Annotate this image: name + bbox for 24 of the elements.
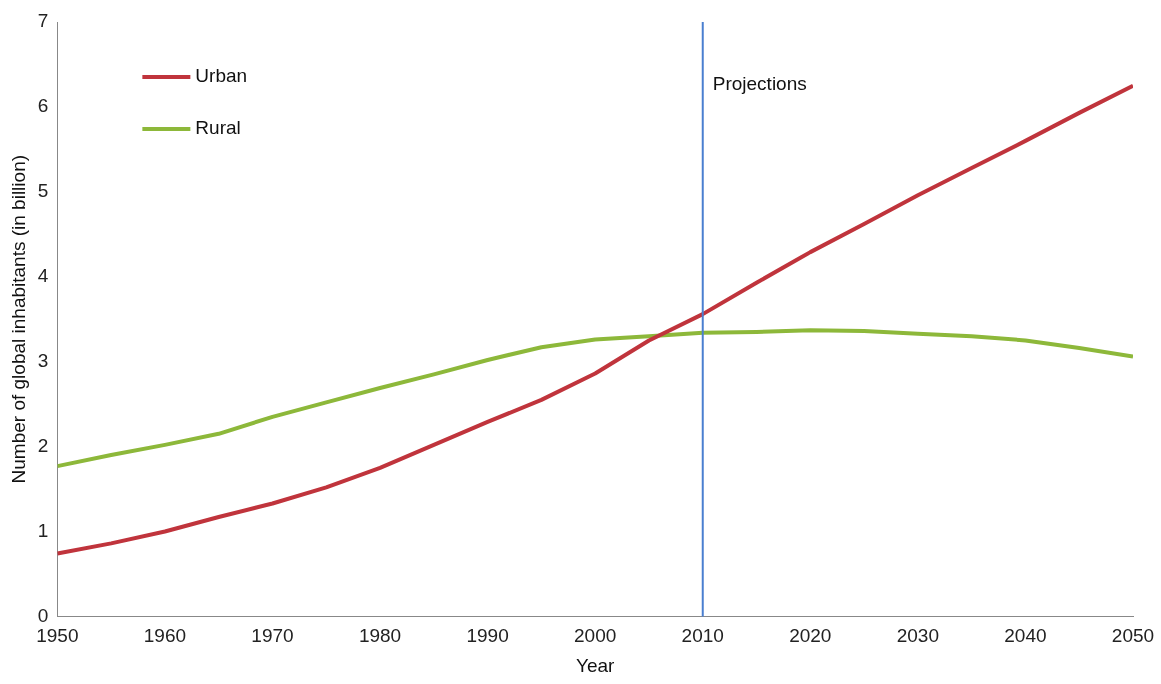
y-tick-label: 5: [37, 180, 49, 202]
y-tick-label: 4: [37, 264, 49, 286]
x-tick-label: 2030: [896, 625, 940, 647]
y-tick-label: 7: [37, 10, 49, 32]
x-tick-label: 1980: [358, 625, 402, 647]
y-tick-label: 2: [37, 434, 49, 456]
legend-label: Urban: [195, 65, 248, 87]
x-tick-label: 2010: [681, 625, 724, 647]
x-tick-label: 1990: [466, 625, 509, 647]
y-tick-label: 3: [37, 349, 49, 371]
x-axis-title: Year: [575, 654, 616, 676]
x-tick-label: 2050: [1111, 625, 1155, 647]
x-tick-label: 1970: [251, 625, 294, 647]
ref-line-label: Projections: [712, 73, 807, 95]
x-tick-label: 2040: [1004, 625, 1047, 647]
x-tick-label: 1950: [36, 625, 79, 647]
y-tick-label: 0: [37, 604, 49, 626]
legend-label: Rural: [195, 117, 241, 139]
y-tick-label: 6: [37, 95, 49, 117]
x-tick-label: 2020: [789, 625, 832, 647]
x-tick-label: 2000: [574, 625, 617, 647]
y-axis-title: Number of global inhabitants (in billion): [7, 154, 29, 484]
y-tick-label: 1: [37, 519, 49, 541]
x-tick-label: 1960: [143, 625, 187, 647]
